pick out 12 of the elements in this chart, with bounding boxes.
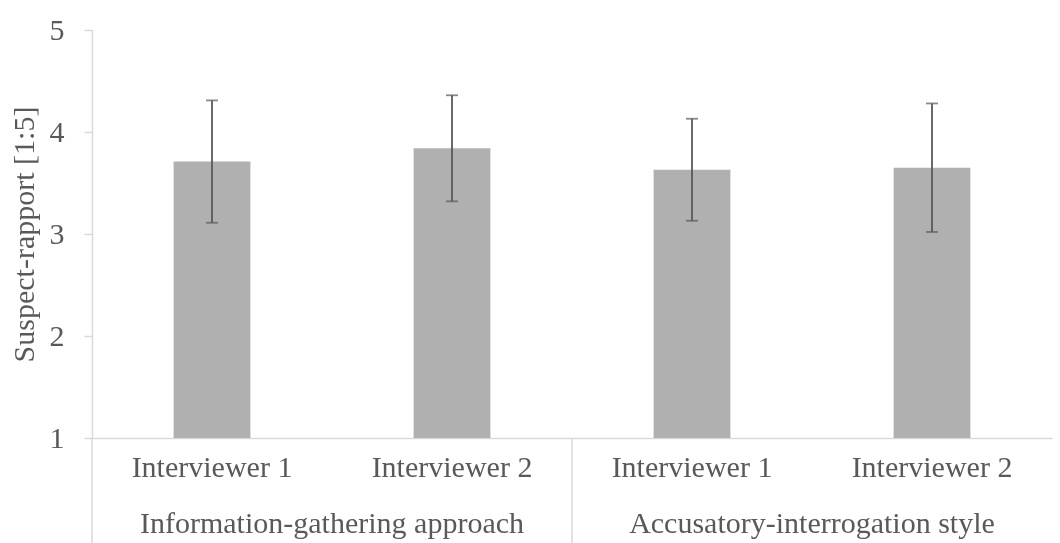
x-tick-label: Interviewer 2 [851,449,1013,483]
y-tick-label: 2 [49,318,65,352]
x-tick-label: Interviewer 2 [371,449,533,483]
y-tick-label: 5 [49,12,65,46]
y-axis-title: Suspect-rapport [1:5] [6,106,40,363]
text: Accusatory-interrogation style [629,506,995,539]
x-tick-label: Interviewer 1 [611,449,773,483]
y-tick-label: 3 [49,216,65,250]
y-tick-label: 4 [49,114,65,148]
text: Information-gathering approach [139,506,525,539]
y-tick-label: 1 [49,420,65,454]
x-tick-label: Interviewer 1 [131,449,293,483]
